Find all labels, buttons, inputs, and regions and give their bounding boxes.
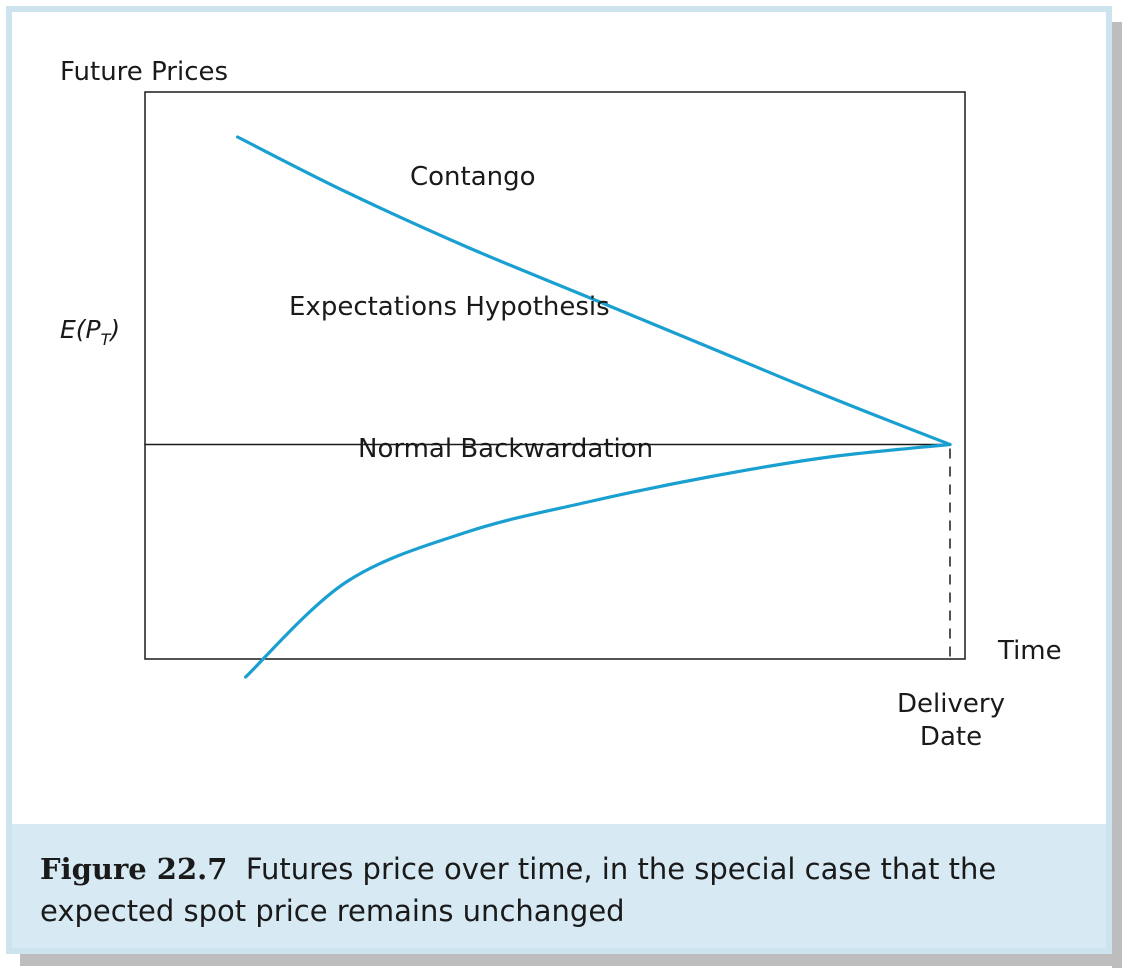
series-line-contango xyxy=(236,135,952,447)
caption-text: Futures price over time, in the special … xyxy=(40,852,997,928)
y-tick-close: ) xyxy=(108,315,120,344)
figure-number: Figure 22.7 xyxy=(40,852,228,886)
plot-area-border xyxy=(144,91,966,660)
figure-caption: Figure 22.7 Futures price over time, in … xyxy=(40,848,1080,932)
frame-shadow-bottom xyxy=(20,954,1122,966)
series-line-normal-backwardation xyxy=(244,442,952,679)
x-axis-label: Time xyxy=(997,636,1062,666)
y-tick-main: E(P xyxy=(60,315,102,344)
normal-backwardation-label: Normal Backwardation xyxy=(358,434,653,464)
caption-band xyxy=(12,824,1106,948)
x-tick-delivery-date: Delivery Date xyxy=(897,689,1005,752)
y-tick-expected-price: E(PT) xyxy=(60,315,120,349)
y-tick-subscript: T xyxy=(101,330,112,349)
y-axis-label: Future Prices xyxy=(60,57,228,87)
figure-frame xyxy=(6,6,1112,954)
x-tick-line-2: Date xyxy=(920,722,982,752)
contango-label: Contango xyxy=(410,162,536,192)
series-layer xyxy=(144,135,952,679)
expectations-hypothesis-label: Expectations Hypothesis xyxy=(289,292,610,322)
x-tick-line-1: Delivery xyxy=(897,689,1005,719)
frame-shadow-right xyxy=(1112,22,1122,968)
futures-price-chart: Future Prices Time E(PT) Delivery Date Co… xyxy=(60,57,1062,752)
